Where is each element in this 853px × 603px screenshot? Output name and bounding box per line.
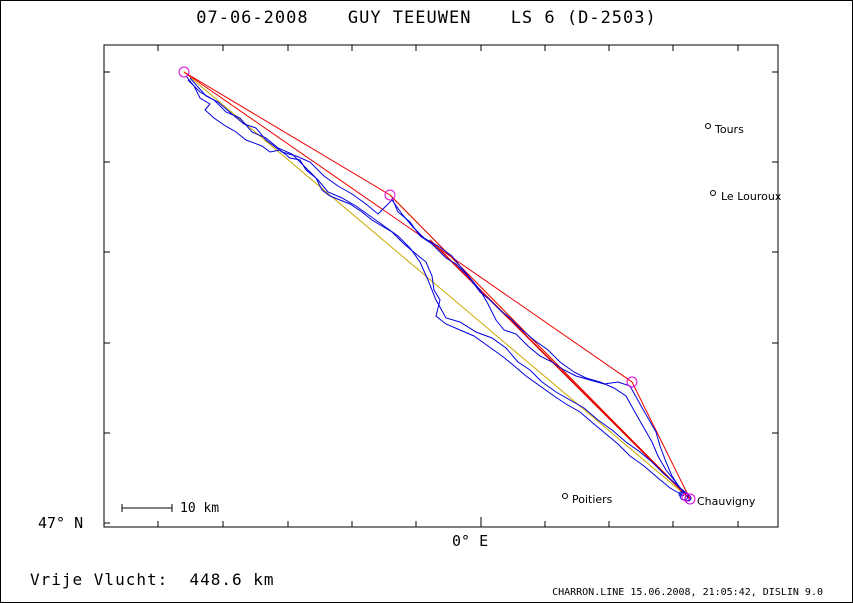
turnpoint-1 bbox=[178, 66, 190, 78]
credits-label: CHARRON.LINE 15.06.2008, 21:05:42, DISLI… bbox=[552, 587, 823, 598]
pilot-name: GUY TEEUWEN bbox=[347, 8, 472, 28]
scale-bar bbox=[121, 504, 173, 512]
flight-title: 07-06-2008 GUY TEEUWEN LS 6 (D-2503) bbox=[0, 8, 853, 28]
distance-label: Vrije Vlucht: 448.6 km bbox=[30, 570, 275, 589]
flight-track-1 bbox=[185, 75, 685, 497]
city-dot-poitiers bbox=[562, 493, 568, 499]
alt-route-line bbox=[183, 71, 691, 500]
city-label-tours: Tours bbox=[715, 123, 744, 136]
axis-ticks bbox=[104, 45, 778, 527]
flight-date: 07-06-2008 bbox=[196, 8, 309, 28]
latitude-label: 47° N bbox=[38, 514, 84, 532]
turnpoint-finish bbox=[684, 493, 696, 505]
turnpoint-start bbox=[681, 492, 691, 502]
map-box bbox=[103, 44, 779, 528]
route-line-thick bbox=[429, 239, 691, 500]
city-label-chauvigny: Chauvigny bbox=[697, 495, 756, 508]
scale-label: 10 km bbox=[180, 501, 220, 516]
flight-track-3 bbox=[391, 197, 691, 497]
glider-name: LS 6 (D-2503) bbox=[510, 8, 657, 28]
turnpoint-markers bbox=[178, 66, 696, 505]
longitude-label: 0° E bbox=[452, 532, 489, 550]
turnpoint-3 bbox=[626, 376, 638, 388]
city-label-le-louroux: Le Louroux bbox=[721, 190, 782, 203]
city-markers bbox=[562, 123, 716, 499]
city-label-poitiers: Poitiers bbox=[572, 493, 613, 506]
flight-track-4 bbox=[187, 79, 687, 495]
city-dot-le-louroux bbox=[710, 190, 716, 196]
turnpoint-2 bbox=[384, 189, 396, 201]
city-dot-tours bbox=[705, 123, 711, 129]
